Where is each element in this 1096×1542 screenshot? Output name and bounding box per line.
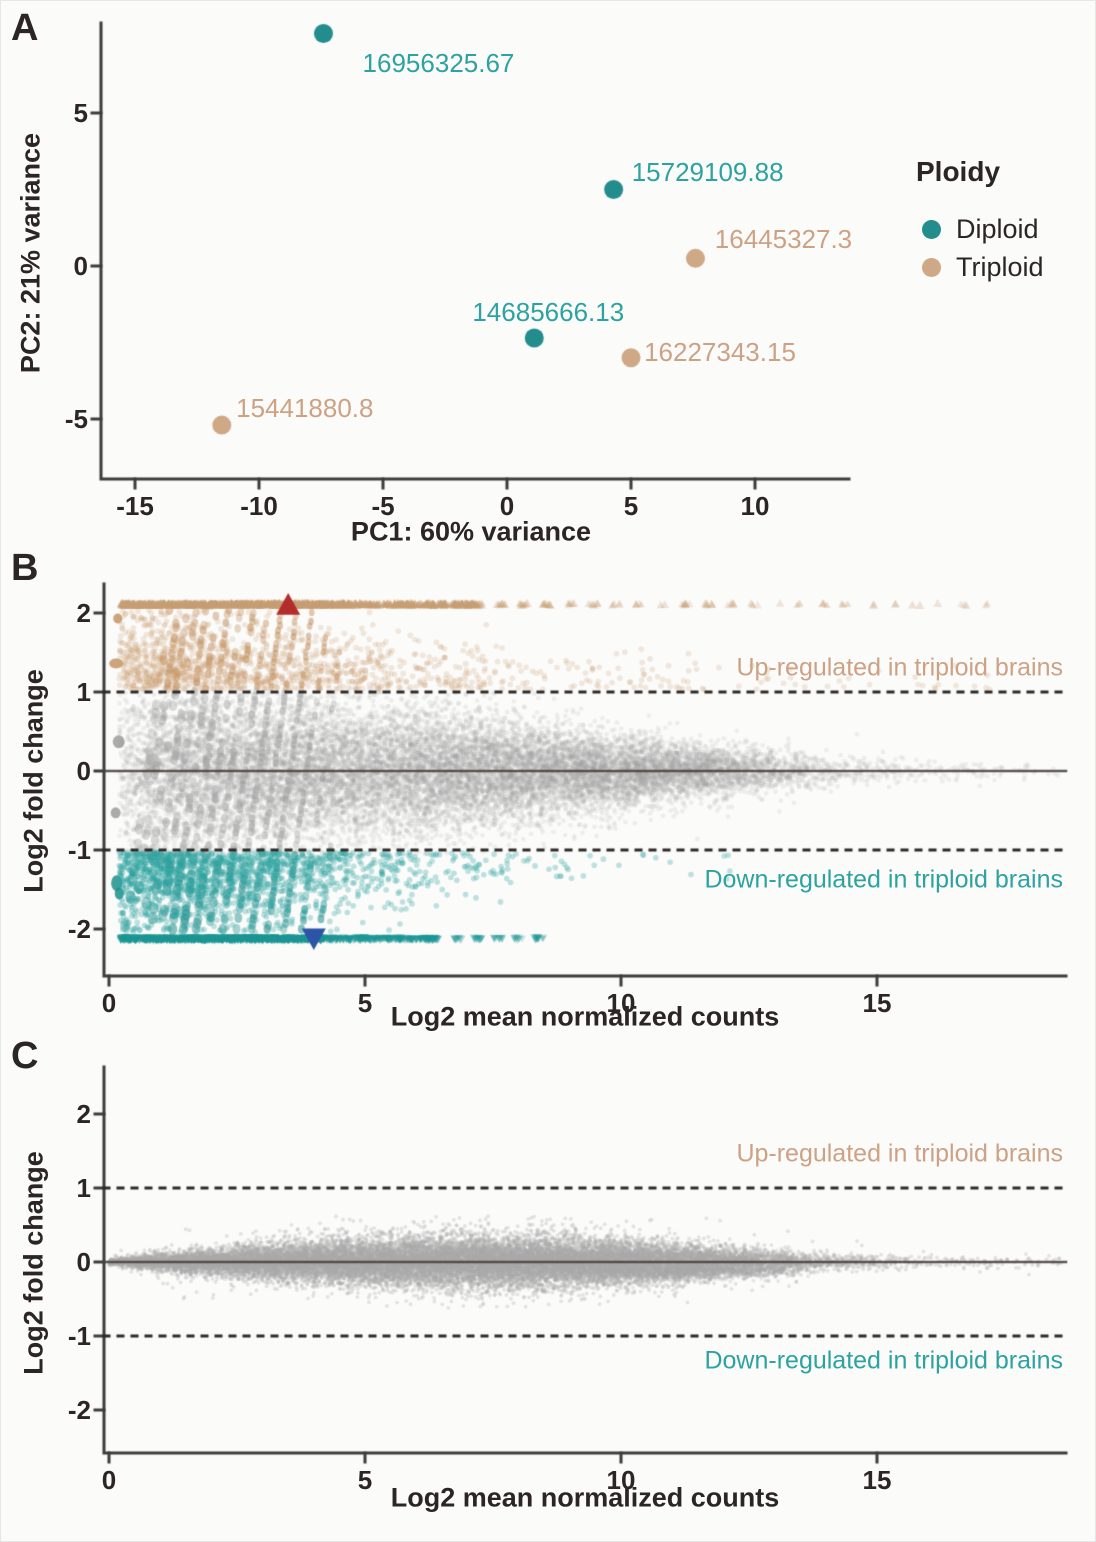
y-tick-label: 1: [76, 1173, 91, 1203]
region-annotation: Up-regulated in triploid brains: [736, 653, 1063, 682]
y-axis-label: Log2 fold change: [18, 1151, 49, 1375]
sample-point-label: 15729109.88: [631, 156, 784, 187]
y-tick-label: -1: [67, 1321, 91, 1351]
y-tick-label: -2: [67, 1395, 91, 1425]
y-tick-label: 2: [76, 598, 91, 628]
x-axis-label: PC1: 60% variance: [350, 516, 592, 547]
region-annotation: Down-regulated in triploid brains: [704, 865, 1063, 894]
y-tick-label: 5: [73, 98, 88, 128]
legend-item: Triploid: [916, 248, 1044, 286]
y-axis-label: PC2: 21% variance: [15, 132, 46, 374]
legend-dot-icon: [922, 219, 941, 239]
x-axis-label: Log2 mean normalized counts: [390, 1482, 780, 1513]
x-tick-label: 5: [357, 1465, 373, 1495]
panel-label: C: [11, 1035, 39, 1077]
region-annotation: Up-regulated in triploid brains: [736, 1139, 1063, 1168]
y-tick-label: 1: [76, 677, 91, 707]
y-axis-label: Log2 fold change: [18, 669, 49, 893]
x-tick-label: 0: [499, 491, 515, 521]
y-tick-label: 2: [76, 1099, 91, 1129]
x-axis-label: Log2 mean normalized counts: [390, 1001, 780, 1032]
y-tick-label: 0: [73, 251, 88, 281]
sample-point-label: 16445327.3: [714, 224, 853, 255]
sample-point-label: 16227343.15: [644, 336, 796, 367]
x-tick-label: 10: [740, 491, 770, 521]
legend-item-label: Diploid: [956, 213, 1039, 244]
legend: Ploidy Diploid Triploid: [916, 156, 1044, 286]
sample-point-label: 15441880.8: [236, 393, 374, 424]
x-tick-label: -15: [116, 491, 154, 521]
x-tick-label: 10: [606, 988, 636, 1018]
y-tick-label: -5: [64, 404, 88, 434]
legend-item-label: Triploid: [956, 251, 1044, 282]
y-tick-label: 0: [76, 1247, 91, 1277]
x-tick-label: 0: [101, 988, 117, 1018]
y-tick-label: 0: [76, 756, 91, 786]
panel-label: B: [11, 547, 39, 589]
legend-dot-icon: [922, 257, 941, 277]
y-tick-label: -2: [67, 914, 91, 944]
y-tick-label: -1: [67, 835, 91, 865]
legend-item: Diploid: [916, 210, 1044, 248]
x-tick-label: 0: [101, 1465, 117, 1495]
x-tick-label: 15: [862, 988, 892, 1018]
region-annotation: Down-regulated in triploid brains: [704, 1346, 1063, 1375]
sample-point-label: 16956325.67: [362, 48, 515, 79]
x-tick-label: 5: [357, 988, 373, 1018]
legend-title: Ploidy: [916, 156, 1001, 187]
x-tick-label: 5: [623, 491, 639, 521]
x-tick-label: -10: [240, 491, 278, 521]
x-tick-label: -5: [371, 491, 395, 521]
panel-label: A: [11, 7, 39, 49]
x-tick-label: 10: [606, 1465, 636, 1495]
x-tick-label: 15: [862, 1465, 892, 1495]
sample-point-label: 14685666.13: [472, 296, 625, 327]
